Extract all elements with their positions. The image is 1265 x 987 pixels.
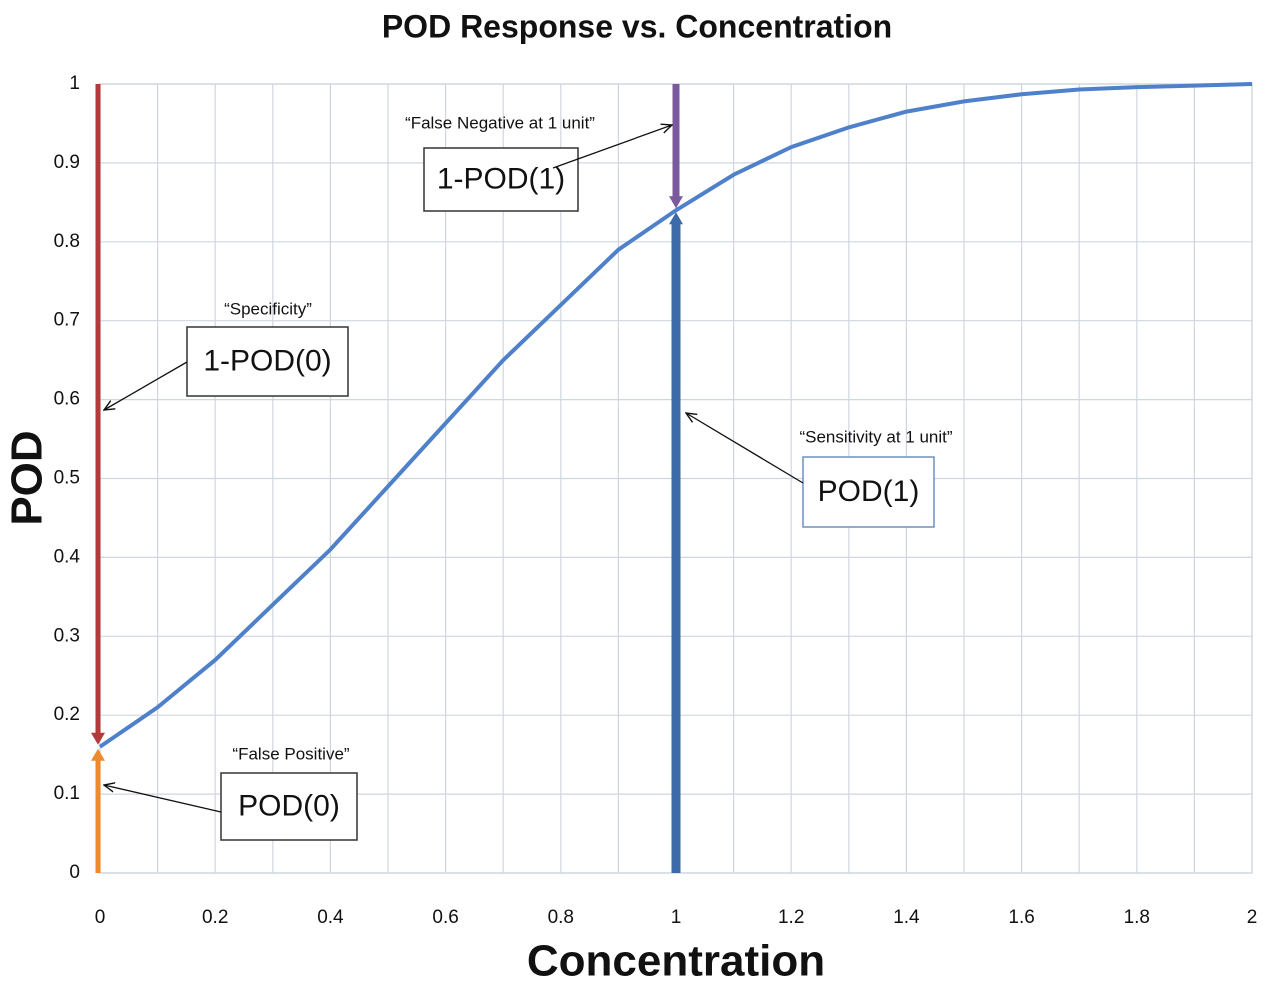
- y-tick-label: 0.9: [54, 152, 80, 173]
- indicator-arrow: [91, 84, 105, 745]
- y-tick-label: 1: [69, 73, 80, 94]
- annotation-label: POD(0): [238, 789, 340, 822]
- annotation-box: [220, 772, 358, 841]
- x-tick-label: 1.4: [893, 907, 920, 928]
- y-tick-label: 0.8: [54, 231, 80, 252]
- y-tick-label: 0.7: [54, 310, 80, 331]
- annotation-caption: “False Negative at 1 unit”: [405, 113, 595, 132]
- indicator-arrow: [91, 748, 105, 873]
- x-tick-label: 0.2: [202, 907, 228, 928]
- annotation-caption: “Sensitivity at 1 unit”: [799, 427, 952, 446]
- y-axis-title: POD: [3, 430, 52, 525]
- x-tick-label: 1: [671, 907, 682, 928]
- annotation-arrow: [104, 361, 188, 410]
- indicator-arrow: [669, 84, 683, 209]
- y-tick-label: 0.4: [54, 546, 81, 567]
- indicator-arrow-part: [91, 732, 105, 745]
- annotation-box: [802, 456, 935, 528]
- annotation-arrow: [104, 785, 222, 813]
- annotation-label: 1-POD(1): [437, 162, 565, 195]
- x-axis-title: Concentration: [527, 937, 825, 986]
- y-tick-label: 0.6: [54, 389, 80, 410]
- y-tick-label: 0.3: [54, 625, 80, 646]
- x-tick-label: 1.2: [778, 907, 804, 928]
- annotation-label: 1-POD(0): [203, 344, 331, 377]
- annotation-box: [423, 147, 579, 212]
- indicator-arrow-part: [669, 196, 683, 209]
- x-tick-label: 1.8: [1124, 907, 1150, 928]
- y-tick-label: 0.1: [54, 783, 80, 804]
- x-tick-label: 2: [1247, 907, 1258, 928]
- annotation-arrow: [686, 413, 804, 484]
- annotation-box: [186, 326, 349, 397]
- indicator-arrow-part: [669, 212, 683, 225]
- y-tick-label: 0: [69, 862, 80, 883]
- y-tick-label: 0.5: [54, 468, 80, 489]
- x-tick-label: 1.6: [1008, 907, 1034, 928]
- indicator-arrow-part: [91, 748, 105, 761]
- annotation-caption: “Specificity”: [224, 299, 312, 318]
- indicator-arrow: [669, 212, 683, 873]
- y-tick-label: 0.2: [54, 704, 80, 725]
- data-line: [98, 82, 1253, 749]
- x-tick-label: 0.8: [548, 907, 574, 928]
- x-tick-label: 0.4: [317, 907, 344, 928]
- annotation-arrow: [552, 125, 672, 169]
- chart-title: POD Response vs. Concentration: [382, 8, 892, 44]
- x-tick-label: 0.6: [432, 907, 458, 928]
- x-tick-label: 0: [95, 907, 106, 928]
- annotation-label: POD(1): [818, 475, 920, 508]
- annotation-caption: “False Positive”: [232, 744, 349, 763]
